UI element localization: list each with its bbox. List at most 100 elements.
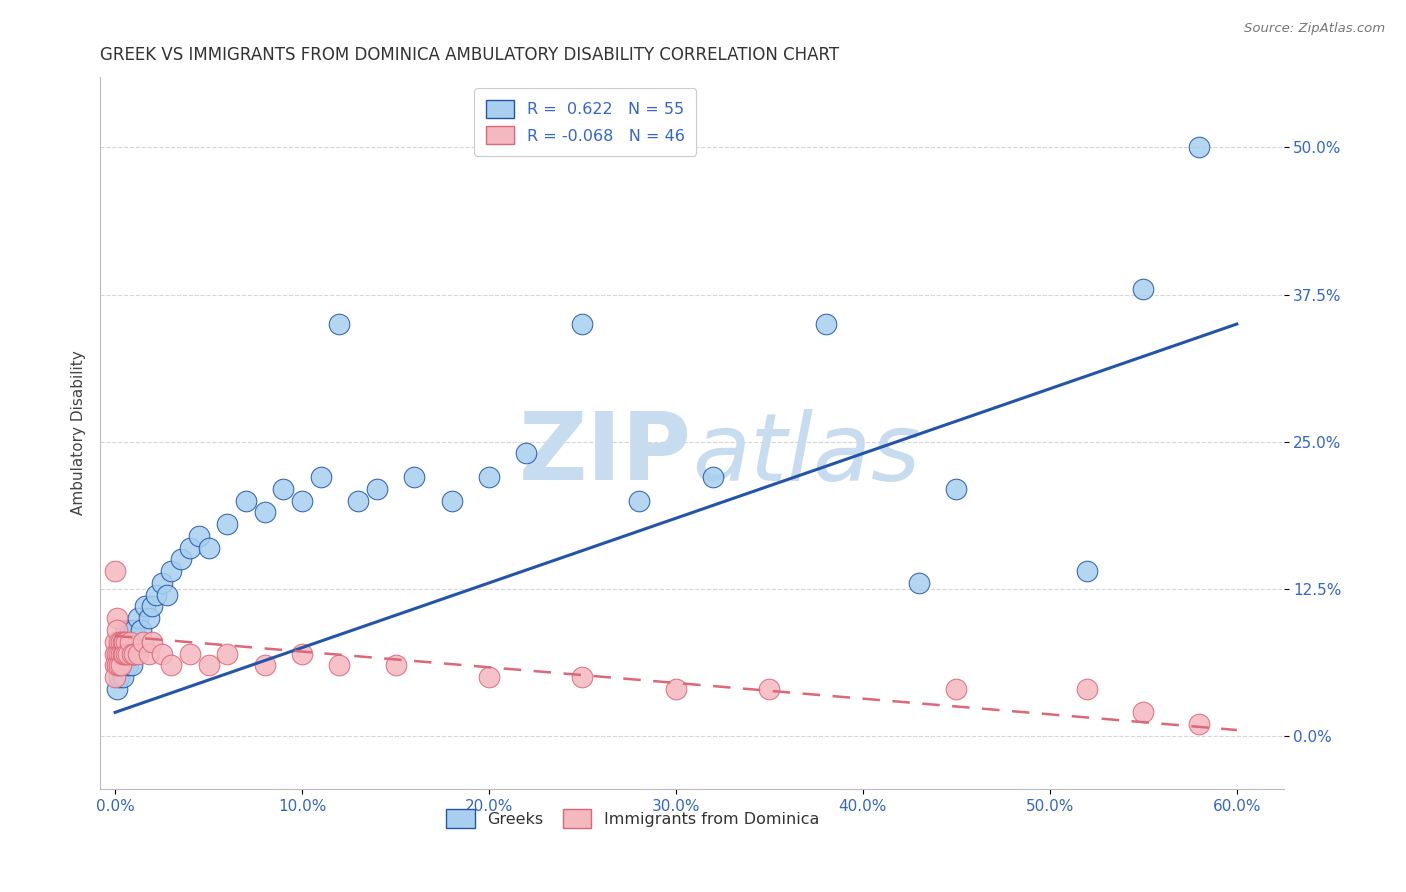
Point — [108, 670, 131, 684]
Point — [141, 599, 163, 614]
Point — [217, 647, 239, 661]
Point — [108, 647, 131, 661]
Point — [217, 517, 239, 532]
Legend: Greeks, Immigrants from Dominica: Greeks, Immigrants from Dominica — [440, 803, 825, 834]
Point — [122, 647, 145, 661]
Point — [160, 564, 183, 578]
Point — [105, 658, 128, 673]
Point — [253, 658, 276, 673]
Point — [197, 541, 219, 555]
Point — [291, 493, 314, 508]
Point — [110, 647, 132, 661]
Point — [115, 647, 138, 661]
Point — [1188, 140, 1211, 154]
Point — [702, 470, 724, 484]
Text: GREEK VS IMMIGRANTS FROM DOMINICA AMBULATORY DISABILITY CORRELATION CHART: GREEK VS IMMIGRANTS FROM DOMINICA AMBULA… — [100, 46, 839, 64]
Point — [105, 623, 128, 637]
Point — [129, 623, 152, 637]
Point — [1076, 564, 1098, 578]
Point — [108, 647, 131, 661]
Point — [104, 658, 127, 673]
Point — [150, 647, 173, 661]
Point — [141, 634, 163, 648]
Point — [253, 505, 276, 519]
Point — [118, 623, 141, 637]
Point — [117, 634, 139, 648]
Point — [945, 681, 967, 696]
Point — [134, 599, 156, 614]
Point — [114, 658, 136, 673]
Point — [145, 588, 167, 602]
Point — [138, 647, 160, 661]
Point — [478, 670, 501, 684]
Point — [115, 623, 138, 637]
Point — [273, 482, 295, 496]
Point — [515, 446, 537, 460]
Point — [814, 317, 837, 331]
Point — [156, 588, 179, 602]
Point — [235, 493, 257, 508]
Point — [160, 658, 183, 673]
Point — [1132, 706, 1154, 720]
Point — [758, 681, 780, 696]
Point — [1076, 681, 1098, 696]
Point — [111, 670, 134, 684]
Point — [114, 634, 136, 648]
Point — [404, 470, 426, 484]
Point — [104, 564, 127, 578]
Point — [908, 576, 931, 591]
Point — [571, 670, 593, 684]
Text: atlas: atlas — [692, 409, 920, 500]
Text: ZIP: ZIP — [519, 409, 692, 500]
Point — [328, 317, 350, 331]
Text: Source: ZipAtlas.com: Source: ZipAtlas.com — [1244, 22, 1385, 36]
Point — [104, 647, 127, 661]
Point — [110, 658, 132, 673]
Point — [117, 647, 139, 661]
Point — [121, 634, 143, 648]
Point — [114, 634, 136, 648]
Point — [111, 634, 134, 648]
Point — [384, 658, 406, 673]
Point — [627, 493, 650, 508]
Point — [110, 658, 132, 673]
Point — [122, 647, 145, 661]
Point — [104, 670, 127, 684]
Point — [104, 634, 127, 648]
Point — [150, 576, 173, 591]
Point — [114, 647, 136, 661]
Point — [197, 658, 219, 673]
Point — [105, 647, 128, 661]
Point — [117, 658, 139, 673]
Point — [571, 317, 593, 331]
Point — [115, 647, 138, 661]
Point — [121, 647, 143, 661]
Point — [115, 634, 138, 648]
Y-axis label: Ambulatory Disability: Ambulatory Disability — [72, 351, 86, 516]
Point — [1188, 717, 1211, 731]
Point — [188, 529, 211, 543]
Point — [127, 611, 149, 625]
Point — [127, 647, 149, 661]
Point — [111, 647, 134, 661]
Point — [105, 681, 128, 696]
Point — [309, 470, 332, 484]
Point — [138, 611, 160, 625]
Point — [1132, 282, 1154, 296]
Point — [122, 623, 145, 637]
Point — [108, 634, 131, 648]
Point — [366, 482, 388, 496]
Point — [665, 681, 688, 696]
Point — [347, 493, 370, 508]
Point — [105, 611, 128, 625]
Point — [118, 647, 141, 661]
Point — [121, 658, 143, 673]
Point — [132, 634, 155, 648]
Point — [945, 482, 967, 496]
Point — [291, 647, 314, 661]
Point — [105, 658, 128, 673]
Point — [110, 634, 132, 648]
Point — [110, 634, 132, 648]
Point — [440, 493, 463, 508]
Point — [478, 470, 501, 484]
